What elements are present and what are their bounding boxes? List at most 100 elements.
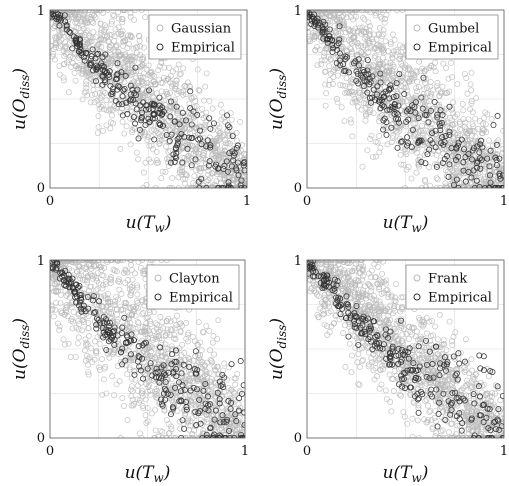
data-point	[235, 146, 241, 153]
data-point	[119, 101, 126, 108]
data-point	[368, 132, 375, 139]
data-point	[158, 340, 165, 346]
data-point	[353, 77, 360, 84]
data-point	[115, 15, 122, 22]
data-point	[237, 119, 244, 125]
data-point	[139, 311, 146, 318]
data-point	[403, 108, 410, 115]
data-point	[204, 393, 211, 400]
data-point	[122, 37, 129, 43]
data-point	[124, 309, 131, 316]
data-point	[53, 33, 60, 40]
data-point	[165, 369, 172, 376]
data-point	[427, 78, 434, 85]
data-point	[468, 181, 475, 188]
data-point	[240, 382, 245, 389]
data-point	[390, 75, 397, 81]
data-point	[139, 403, 146, 409]
data-point	[383, 131, 390, 138]
data-point	[398, 87, 405, 94]
data-point	[176, 362, 183, 369]
data-point	[402, 148, 409, 155]
data-point	[143, 419, 150, 426]
data-point	[143, 102, 150, 109]
data-point	[351, 33, 358, 40]
data-point	[365, 49, 372, 55]
data-point	[135, 342, 142, 349]
data-point	[196, 396, 203, 403]
data-point	[163, 143, 169, 150]
data-point	[176, 121, 183, 128]
data-point	[122, 51, 129, 57]
data-point	[181, 133, 188, 140]
data-point	[233, 160, 240, 167]
data-point	[74, 340, 81, 347]
data-point	[326, 63, 333, 70]
data-point	[124, 333, 131, 340]
data-point	[103, 390, 110, 397]
data-point	[236, 395, 243, 402]
data-point	[184, 331, 191, 338]
data-point	[404, 87, 411, 94]
data-point	[128, 267, 135, 274]
data-point	[141, 371, 148, 378]
data-point	[434, 114, 441, 121]
data-point	[123, 107, 130, 113]
data-point	[380, 64, 387, 71]
data-point	[343, 52, 350, 58]
data-point	[108, 31, 115, 38]
data-point	[105, 323, 112, 330]
data-point	[349, 133, 356, 140]
data-point	[461, 70, 468, 77]
data-point	[335, 35, 342, 42]
data-point	[192, 338, 198, 344]
data-point	[362, 104, 369, 111]
data-point	[179, 159, 186, 166]
data-point	[392, 84, 399, 91]
data-point	[130, 325, 137, 331]
data-point	[356, 62, 363, 69]
data-point	[135, 83, 142, 90]
data-point	[353, 98, 360, 105]
data-point	[215, 317, 222, 324]
data-point	[196, 127, 203, 134]
data-point	[94, 130, 101, 137]
data-point	[157, 314, 164, 320]
data-point	[418, 137, 425, 144]
data-point	[239, 142, 245, 149]
data-point	[75, 318, 82, 324]
data-point	[203, 109, 210, 116]
data-point	[348, 40, 355, 47]
data-point	[433, 175, 440, 181]
data-point	[426, 182, 433, 188]
data-point	[139, 109, 146, 116]
data-point	[474, 184, 481, 188]
data-point	[172, 336, 179, 342]
data-point	[470, 145, 477, 152]
data-point	[140, 86, 146, 93]
data-point	[151, 359, 158, 366]
data-point	[181, 387, 188, 394]
data-point	[51, 280, 58, 287]
data-point	[75, 260, 82, 263]
data-point	[67, 54, 74, 60]
data-point	[133, 304, 140, 311]
data-point	[311, 10, 318, 13]
data-point	[142, 159, 149, 166]
data-point	[129, 396, 136, 403]
data-point	[128, 261, 134, 268]
data-point	[226, 427, 233, 434]
data-point	[224, 122, 231, 129]
data-point	[84, 260, 91, 263]
data-point	[157, 121, 164, 128]
data-point	[322, 21, 329, 28]
data-point	[99, 102, 106, 109]
data-point	[208, 421, 215, 428]
data-point	[170, 405, 177, 412]
data-point	[163, 88, 170, 95]
data-point	[214, 364, 221, 370]
data-point	[360, 14, 367, 21]
data-point	[330, 50, 336, 56]
